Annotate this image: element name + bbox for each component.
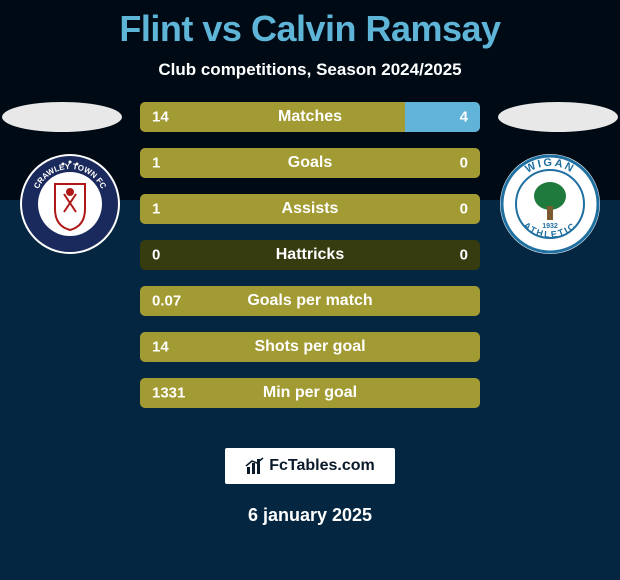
bar-label: Matches bbox=[140, 108, 480, 126]
watermark-badge: FcTables.com bbox=[225, 448, 395, 484]
comparison-stage: CRAWLEY TOWN FC RED DEVILS bbox=[0, 102, 620, 432]
bars-container: 144Matches 10Goals 10Assists 00Hattricks 0.0… bbox=[140, 102, 480, 424]
club-crest-left: CRAWLEY TOWN FC RED DEVILS bbox=[20, 154, 120, 254]
date-label: 6 january 2025 bbox=[0, 505, 620, 526]
chart-icon bbox=[245, 456, 265, 476]
stat-bar: 10Goals bbox=[140, 148, 480, 178]
bar-label: Assists bbox=[140, 200, 480, 218]
crest-right-svg: WIGAN ATHLETIC 1932 bbox=[500, 154, 600, 254]
stat-bar: 144Matches bbox=[140, 102, 480, 132]
bar-label: Goals bbox=[140, 154, 480, 172]
page-title: Flint vs Calvin Ramsay bbox=[0, 0, 620, 50]
club-crest-right: WIGAN ATHLETIC 1932 bbox=[500, 154, 600, 254]
stat-bar: 10Assists bbox=[140, 194, 480, 224]
stat-bar: 0.07Goals per match bbox=[140, 286, 480, 316]
stat-bar: 14Shots per goal bbox=[140, 332, 480, 362]
content-root: Flint vs Calvin Ramsay Club competitions… bbox=[0, 0, 620, 580]
watermark-text: FcTables.com bbox=[269, 457, 375, 475]
shadow-disc-left bbox=[2, 102, 122, 132]
stat-bar: 1331Min per goal bbox=[140, 378, 480, 408]
bar-label: Min per goal bbox=[140, 384, 480, 402]
bar-label: Hattricks bbox=[140, 246, 480, 264]
subtitle: Club competitions, Season 2024/2025 bbox=[0, 60, 620, 80]
svg-text:1932: 1932 bbox=[542, 223, 558, 230]
stat-bar: 00Hattricks bbox=[140, 240, 480, 270]
shadow-disc-right bbox=[498, 102, 618, 132]
bar-label: Goals per match bbox=[140, 292, 480, 310]
crest-left-svg: CRAWLEY TOWN FC RED DEVILS bbox=[20, 154, 120, 254]
bar-label: Shots per goal bbox=[140, 338, 480, 356]
